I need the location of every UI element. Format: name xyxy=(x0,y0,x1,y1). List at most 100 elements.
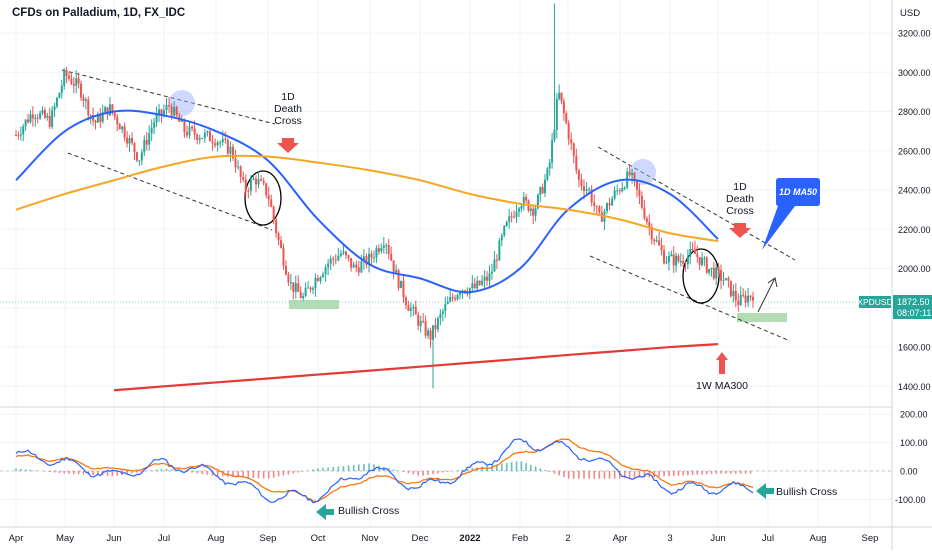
candle-body xyxy=(573,143,575,155)
candle-body xyxy=(656,240,658,241)
macd-histogram-bar xyxy=(83,471,85,475)
macd-histogram-bar xyxy=(263,471,265,478)
candle-body xyxy=(307,288,309,289)
candle-body xyxy=(658,240,660,245)
macd-histogram-bar xyxy=(107,471,109,476)
candle-body xyxy=(173,107,175,116)
candle-body xyxy=(393,260,395,272)
candle-body xyxy=(133,143,135,152)
macd-histogram-bar xyxy=(554,471,556,474)
candle-body xyxy=(400,281,402,288)
candle-body xyxy=(661,245,663,250)
candle-body xyxy=(327,264,329,268)
candle-body xyxy=(479,281,481,285)
candle-body xyxy=(27,120,29,122)
macd-histogram-bar xyxy=(338,466,340,471)
candle-body xyxy=(430,331,432,340)
macd-histogram-bar xyxy=(20,469,22,471)
macd-histogram-bar xyxy=(740,471,742,474)
macd-tick-label: -100.00 xyxy=(895,495,926,505)
macd-histogram-bar xyxy=(730,471,732,474)
macd-tick-label: 200.00 xyxy=(900,410,928,420)
candle-body xyxy=(388,245,390,254)
candle-body xyxy=(703,258,705,259)
macd-histogram-bar xyxy=(63,471,65,473)
candle-body xyxy=(201,138,203,139)
candle-body xyxy=(217,142,219,145)
macd-histogram-bar xyxy=(501,464,503,471)
macd-histogram-bar xyxy=(408,471,410,473)
candle-body xyxy=(723,280,725,281)
macd-histogram-bar xyxy=(68,471,70,474)
candle-body xyxy=(525,197,527,200)
candle-body xyxy=(335,260,337,261)
candle-body xyxy=(666,262,668,263)
ma50-callout-label: 1D MA50 xyxy=(779,187,817,197)
candle-body xyxy=(568,123,570,139)
candle-body xyxy=(317,278,319,281)
candle-body xyxy=(34,118,36,119)
candle-body xyxy=(191,127,193,129)
candle-body xyxy=(310,288,312,290)
macd-histogram-bar xyxy=(521,461,523,471)
candle-body xyxy=(692,249,694,250)
macd-histogram-bar xyxy=(25,469,27,471)
macd-histogram-bar xyxy=(447,471,449,472)
support-zone-1 xyxy=(289,300,339,309)
candle-body xyxy=(407,305,409,311)
candle-body xyxy=(268,195,270,199)
candle-body xyxy=(503,226,505,236)
candle-body xyxy=(70,79,72,84)
candle-body xyxy=(474,284,476,289)
time-tick-label: Sep xyxy=(260,533,277,544)
macd-histogram-bar xyxy=(437,471,439,473)
candle-body xyxy=(663,250,665,263)
candle-body xyxy=(682,261,684,264)
candle-body xyxy=(501,235,503,240)
macd-histogram-bar xyxy=(588,471,590,479)
candle-body xyxy=(146,140,148,145)
time-tick-label: 3 xyxy=(667,533,672,544)
macd-histogram-bar xyxy=(578,471,580,479)
candle-body xyxy=(373,258,375,259)
macd-histogram-bar xyxy=(297,471,299,472)
macd-histogram-bar xyxy=(525,463,527,471)
macd-histogram-bar xyxy=(467,469,469,471)
price-badge-value: 1872.50 xyxy=(897,297,930,307)
candle-body xyxy=(322,275,324,278)
time-tick-label: Aug xyxy=(208,533,225,544)
candle-body xyxy=(355,265,357,268)
macd-histogram-bar xyxy=(161,469,163,471)
macd-histogram-bar xyxy=(481,467,483,471)
bullish-cross-label-1: Bullish Cross xyxy=(338,505,399,517)
candle-body xyxy=(212,141,214,143)
candle-body xyxy=(493,260,495,272)
macd-histogram-bar xyxy=(112,471,114,476)
candle-body xyxy=(742,295,744,296)
price-tick-label: 2800.00 xyxy=(898,107,931,117)
candle-body xyxy=(58,93,60,98)
candle-body xyxy=(290,282,292,283)
candle-body xyxy=(129,138,131,144)
candle-body xyxy=(412,307,414,308)
candle-body xyxy=(278,233,280,240)
candle-body xyxy=(484,277,486,281)
macd-histogram-bar xyxy=(735,471,737,474)
candle-body xyxy=(677,256,679,261)
macd-histogram-bar xyxy=(725,471,727,474)
candle-body xyxy=(54,106,56,110)
candle-body xyxy=(556,99,558,130)
macd-histogram-bar xyxy=(191,471,193,473)
macd-histogram-bar xyxy=(673,471,675,476)
candle-body xyxy=(648,222,650,227)
candle-body xyxy=(454,298,456,299)
macd-histogram-bar xyxy=(92,471,94,475)
candle-body xyxy=(565,113,567,123)
macd-histogram-bar xyxy=(506,463,508,471)
candle-body xyxy=(437,318,439,329)
macd-histogram-bar xyxy=(207,471,209,475)
macd-histogram-bar xyxy=(697,471,699,475)
candle-body xyxy=(332,259,334,260)
candle-body xyxy=(385,245,387,246)
